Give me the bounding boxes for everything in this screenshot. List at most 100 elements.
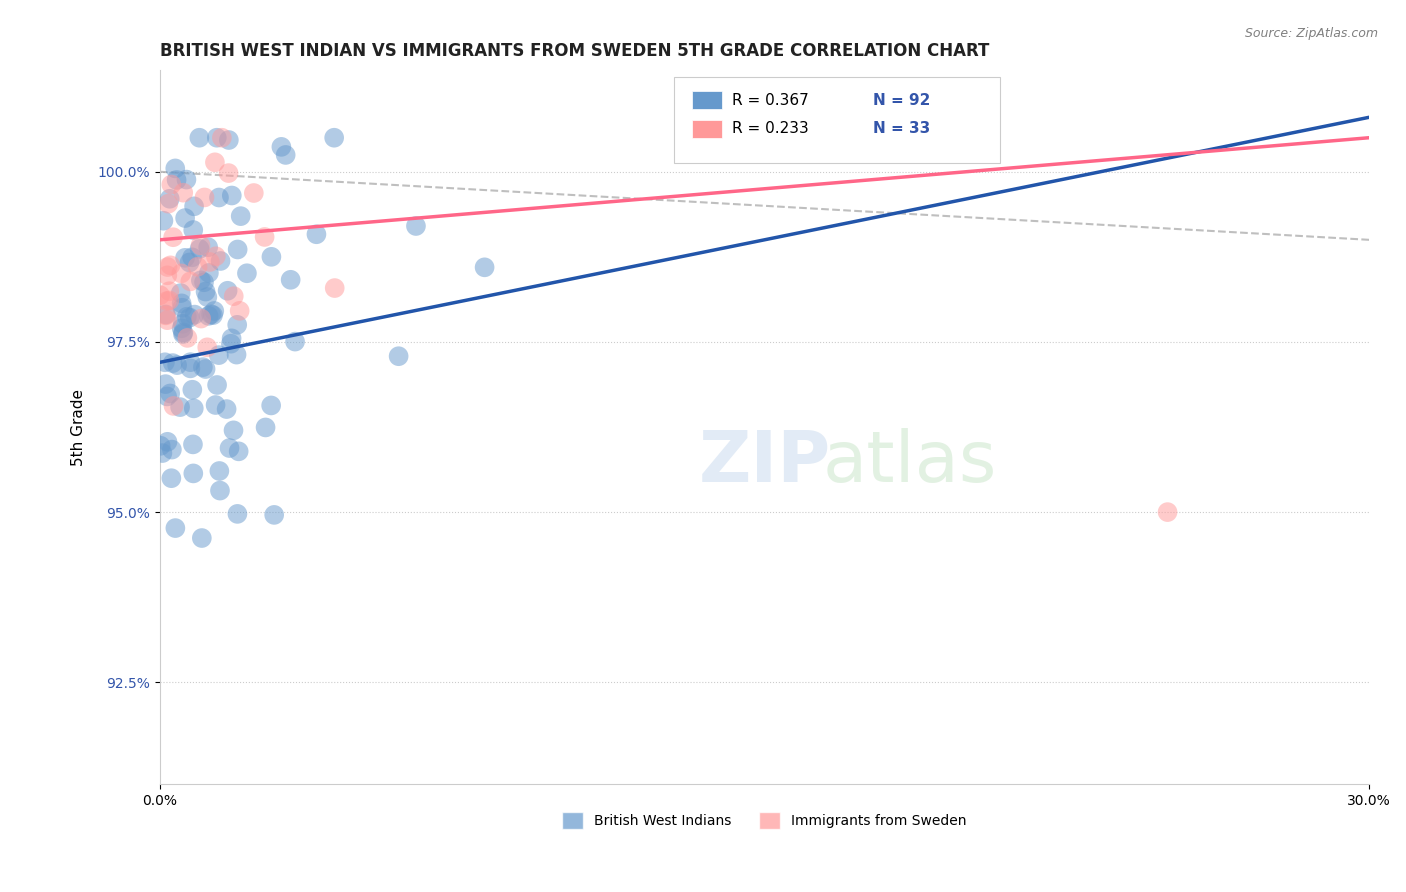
British West Indians: [170, 321, 193, 335]
British West Indians: [172, 326, 194, 340]
Y-axis label: 5th Grade: 5th Grade: [72, 389, 86, 466]
British West Indians: [183, 308, 205, 322]
British West Indians: [260, 250, 283, 264]
British West Indians: [179, 255, 201, 269]
British West Indians: [174, 251, 197, 265]
British West Indians: [170, 286, 193, 301]
Immigrants from Sweden: [159, 258, 181, 272]
Immigrants from Sweden: [190, 238, 212, 252]
British West Indians: [405, 219, 427, 233]
Immigrants from Sweden: [193, 190, 215, 204]
British West Indians: [222, 423, 245, 437]
British West Indians: [208, 464, 231, 478]
British West Indians: [181, 437, 204, 451]
British West Indians: [305, 227, 328, 242]
Legend: British West Indians, Immigrants from Sweden: British West Indians, Immigrants from Sw…: [557, 806, 972, 835]
Immigrants from Sweden: [222, 289, 245, 303]
British West Indians: [209, 254, 232, 268]
British West Indians: [159, 192, 181, 206]
British West Indians: [188, 242, 211, 256]
British West Indians: [188, 130, 211, 145]
British West Indians: [195, 290, 218, 304]
Immigrants from Sweden: [211, 130, 233, 145]
British West Indians: [218, 441, 240, 455]
Text: R = 0.233: R = 0.233: [731, 121, 808, 136]
British West Indians: [160, 471, 183, 485]
FancyBboxPatch shape: [692, 120, 723, 137]
British West Indians: [176, 172, 198, 186]
British West Indians: [179, 310, 201, 325]
Text: Source: ZipAtlas.com: Source: ZipAtlas.com: [1244, 27, 1378, 40]
British West Indians: [181, 223, 204, 237]
Immigrants from Sweden: [204, 155, 226, 169]
British West Indians: [221, 188, 243, 202]
British West Indians: [191, 531, 214, 545]
Text: atlas: atlas: [823, 428, 997, 497]
Immigrants from Sweden: [160, 178, 183, 192]
Text: BRITISH WEST INDIAN VS IMMIGRANTS FROM SWEDEN 5TH GRADE CORRELATION CHART: BRITISH WEST INDIAN VS IMMIGRANTS FROM S…: [160, 42, 988, 60]
British West Indians: [181, 383, 204, 397]
British West Indians: [172, 326, 194, 341]
British West Indians: [284, 334, 307, 349]
British West Indians: [176, 310, 198, 324]
Immigrants from Sweden: [243, 186, 266, 200]
British West Indians: [208, 348, 231, 362]
Immigrants from Sweden: [228, 303, 250, 318]
Immigrants from Sweden: [176, 331, 198, 345]
British West Indians: [194, 362, 217, 376]
Immigrants from Sweden: [172, 186, 194, 200]
British West Indians: [179, 355, 201, 369]
Immigrants from Sweden: [218, 166, 240, 180]
Immigrants from Sweden: [205, 249, 228, 263]
British West Indians: [191, 360, 214, 375]
Immigrants from Sweden: [190, 311, 212, 326]
British West Indians: [208, 190, 231, 204]
British West Indians: [165, 161, 187, 176]
British West Indians: [193, 275, 215, 289]
British West Indians: [226, 318, 249, 332]
British West Indians: [260, 399, 283, 413]
British West Indians: [197, 309, 219, 323]
British West Indians: [221, 331, 243, 345]
British West Indians: [226, 243, 249, 257]
British West Indians: [280, 273, 302, 287]
British West Indians: [202, 304, 225, 318]
British West Indians: [156, 434, 179, 449]
Immigrants from Sweden: [156, 268, 179, 283]
Immigrants from Sweden: [170, 267, 193, 281]
Text: R = 0.367: R = 0.367: [731, 93, 808, 108]
British West Indians: [236, 266, 259, 280]
British West Indians: [170, 296, 193, 310]
British West Indians: [159, 386, 181, 401]
British West Indians: [197, 240, 219, 254]
British West Indians: [215, 402, 238, 417]
British West Indians: [226, 507, 249, 521]
British West Indians: [200, 307, 222, 321]
British West Indians: [228, 444, 250, 458]
British West Indians: [181, 467, 204, 481]
British West Indians: [217, 284, 239, 298]
British West Indians: [149, 439, 172, 453]
British West Indians: [208, 483, 231, 498]
British West Indians: [152, 446, 174, 460]
British West Indians: [181, 250, 204, 264]
Immigrants from Sweden: [253, 230, 276, 244]
British West Indians: [166, 173, 188, 187]
British West Indians: [218, 133, 240, 147]
Immigrants from Sweden: [156, 313, 179, 327]
British West Indians: [172, 301, 194, 315]
British West Indians: [270, 140, 292, 154]
FancyBboxPatch shape: [692, 91, 723, 109]
Immigrants from Sweden: [155, 309, 177, 323]
British West Indians: [219, 336, 242, 351]
British West Indians: [172, 317, 194, 331]
British West Indians: [190, 273, 212, 287]
British West Indians: [165, 521, 187, 535]
Immigrants from Sweden: [162, 230, 184, 244]
British West Indians: [155, 308, 177, 322]
British West Indians: [162, 356, 184, 370]
British West Indians: [179, 361, 201, 376]
FancyBboxPatch shape: [673, 77, 1000, 162]
British West Indians: [323, 130, 346, 145]
Immigrants from Sweden: [195, 340, 218, 354]
